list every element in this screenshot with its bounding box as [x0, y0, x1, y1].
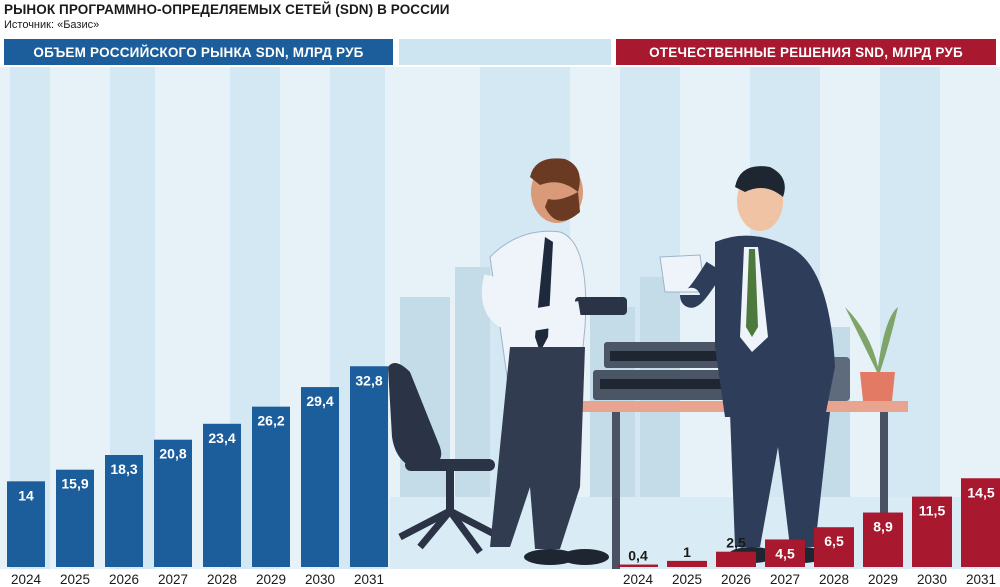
left-chart-header: ОБЪЕМ РОССИЙСКОГО РЫНКА SDN, МЛРД РУБ — [4, 39, 393, 65]
right-bar-2028 — [814, 527, 854, 567]
left-bar-2027 — [154, 439, 192, 567]
left-bar-2030 — [301, 387, 339, 567]
right-year-label-2024: 2024 — [623, 572, 654, 587]
left-value-label-2024: 14 — [18, 487, 34, 503]
middle-header-strip — [399, 39, 611, 65]
left-value-label-2031: 32,8 — [355, 372, 382, 388]
right-bar-2030 — [912, 496, 952, 567]
right-year-label-2030: 2030 — [917, 572, 947, 587]
left-bar-2026 — [105, 455, 143, 567]
right-bar-2024 — [618, 564, 658, 567]
left-year-label-2026: 2026 — [109, 572, 139, 587]
right-value-label-2025: 1 — [683, 544, 691, 560]
right-bar-2025 — [667, 560, 707, 567]
chart-source: Источник: «Базис» — [4, 19, 100, 31]
left-value-label-2027: 20,8 — [159, 446, 186, 462]
right-value-label-2028: 6,5 — [824, 533, 844, 549]
left-year-label-2028: 2028 — [207, 572, 237, 587]
chart-title: РЫНОК ПРОГРАММНО-ОПРЕДЕЛЯЕМЫХ СЕТЕЙ (SDN… — [4, 2, 450, 17]
right-year-label-2026: 2026 — [721, 572, 751, 587]
left-year-label-2029: 2029 — [256, 572, 286, 587]
right-year-label-2029: 2029 — [868, 572, 898, 587]
left-year-label-2027: 2027 — [158, 572, 188, 587]
left-year-label-2030: 2030 — [305, 572, 335, 587]
right-value-label-2024: 0,4 — [628, 548, 648, 564]
left-bar-2028 — [203, 423, 241, 567]
right-value-label-2029: 8,9 — [873, 519, 893, 535]
left-bar-2031 — [350, 366, 388, 567]
right-bar-2031 — [961, 478, 1000, 567]
chair-illustration — [388, 363, 502, 555]
left-bar-2024 — [7, 481, 45, 567]
right-value-label-2027: 4,5 — [775, 545, 795, 561]
left-year-label-2031: 2031 — [354, 572, 384, 587]
man-left-illustration — [481, 158, 627, 565]
left-value-label-2026: 18,3 — [110, 461, 137, 477]
left-value-label-2025: 15,9 — [61, 476, 88, 492]
right-bar-2027 — [765, 539, 805, 567]
right-value-label-2026: 2,5 — [726, 535, 746, 551]
right-value-label-2031: 14,5 — [967, 484, 994, 500]
right-value-label-2030: 11,5 — [919, 503, 946, 519]
right-bar-2029 — [863, 512, 903, 567]
left-value-label-2028: 23,4 — [208, 430, 235, 446]
man-right-illustration — [659, 166, 835, 563]
left-year-label-2024: 2024 — [11, 572, 42, 587]
left-bar-2025 — [56, 469, 94, 567]
right-chart-header: ОТЕЧЕСТВЕННЫЕ РЕШЕНИЯ SND, МЛРД РУБ — [616, 39, 996, 65]
left-year-label-2025: 2025 — [60, 572, 90, 587]
left-bar-2029 — [252, 406, 290, 567]
right-year-label-2031: 2031 — [966, 572, 996, 587]
right-bar-2026 — [716, 551, 756, 567]
right-year-label-2027: 2027 — [770, 572, 800, 587]
left-value-label-2030: 29,4 — [306, 393, 333, 409]
left-value-label-2029: 26,2 — [257, 413, 284, 429]
right-year-label-2028: 2028 — [819, 572, 849, 587]
right-year-label-2025: 2025 — [672, 572, 702, 587]
